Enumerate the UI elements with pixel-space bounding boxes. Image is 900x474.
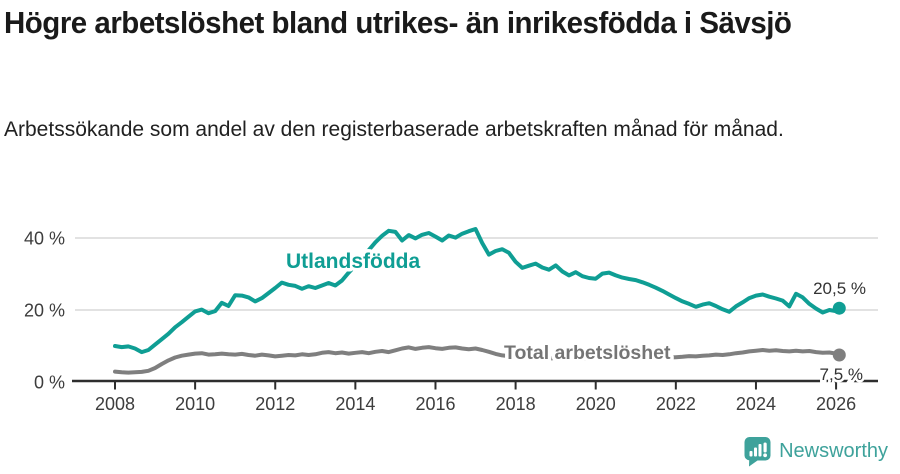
series-end-dot-total	[832, 348, 846, 362]
x-tick-label-2012: 2012	[255, 394, 295, 414]
brand-name: Newsworthy	[779, 439, 888, 462]
series-end-dot-utlandsfodda	[832, 301, 846, 315]
chart-subtitle: Arbetssökande som andel av den registerb…	[4, 118, 784, 141]
logo-bubble	[744, 436, 771, 466]
x-tick-label-2020: 2020	[576, 394, 616, 414]
series-label-total: Total arbetslöshet	[504, 342, 671, 364]
newsworthy-logo-icon	[744, 436, 771, 466]
x-tick-label-2026: 2026	[816, 394, 856, 414]
x-tick-label-2024: 2024	[736, 394, 776, 414]
series-line-total	[113, 345, 842, 375]
logo-bar-2	[754, 447, 758, 456]
series-line-utlandsfodda	[113, 227, 842, 355]
end-value-label-total: 7,5 %	[820, 365, 863, 384]
x-tick-label-2022: 2022	[656, 394, 696, 414]
chart-title: Högre arbetslöshet bland utrikes- än inr…	[4, 5, 792, 40]
logo-bar-1	[749, 450, 753, 456]
series-label-utlandsfodda: Utlandsfödda	[286, 250, 420, 273]
x-tick-label-2008: 2008	[95, 394, 135, 414]
end-value-label-utlandsfodda: 20,5 %	[813, 279, 866, 298]
y-tick-label-40: 40 %	[24, 229, 65, 249]
x-tick-label-2014: 2014	[335, 394, 375, 414]
x-tick-label-2016: 2016	[415, 394, 455, 414]
footer-brand: Newsworthy	[744, 434, 888, 468]
logo-exclamation-dot	[763, 452, 768, 457]
y-tick-label-20: 20 %	[24, 301, 65, 321]
x-tick-label-2010: 2010	[175, 394, 215, 414]
logo-bar-3	[758, 443, 762, 456]
y-tick-label-0: 0 %	[34, 373, 65, 393]
logo-exclamation-bar	[763, 442, 767, 452]
x-tick-label-2018: 2018	[496, 394, 536, 414]
